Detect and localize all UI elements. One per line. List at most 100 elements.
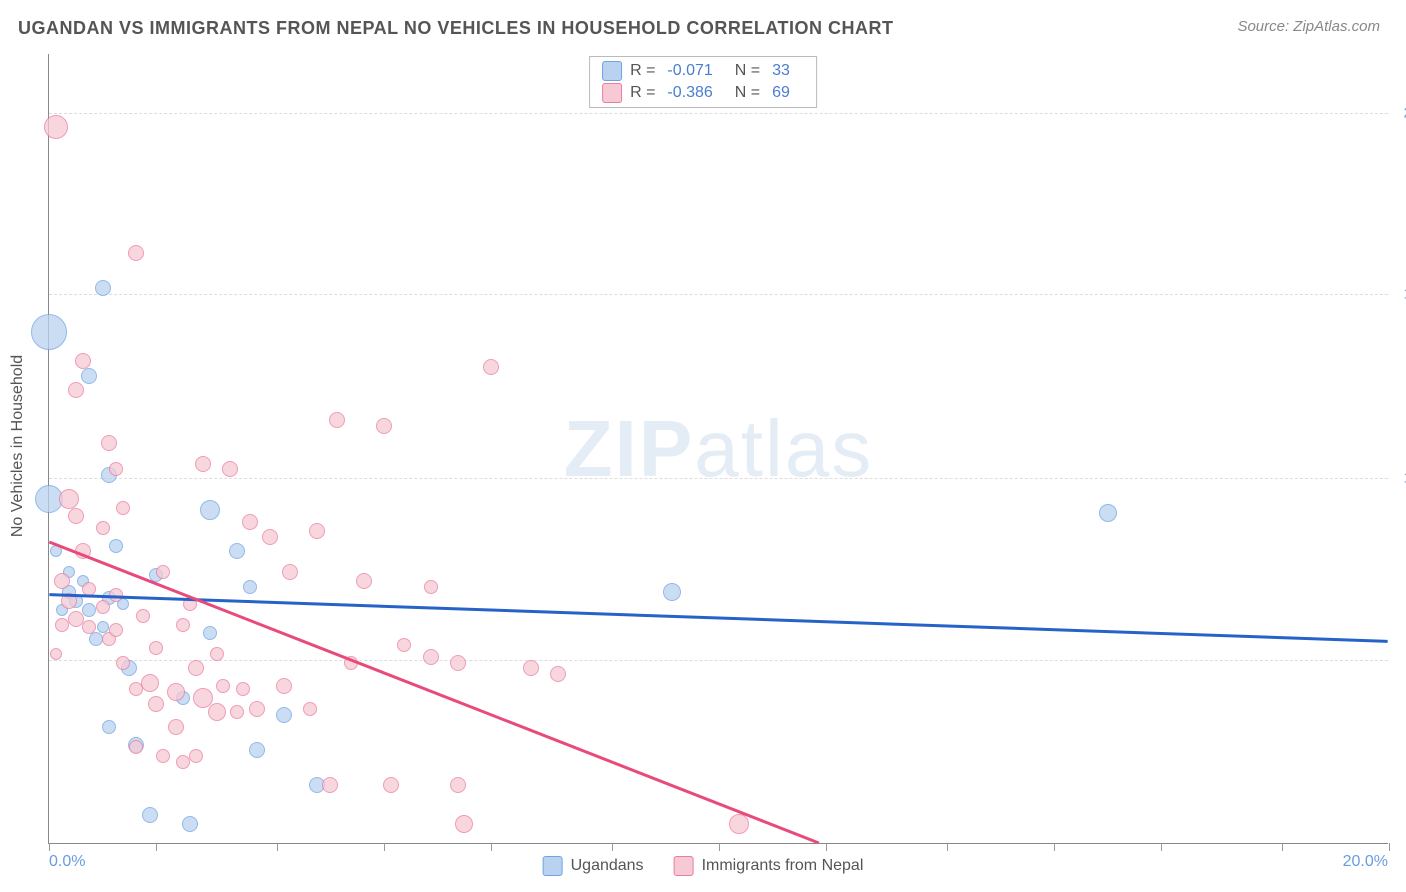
point-nepal <box>109 462 123 476</box>
point-nepal <box>329 412 345 428</box>
point-nepal <box>82 582 96 596</box>
swatch-nepal-icon <box>674 856 694 876</box>
legend-correlation: R = -0.071 N = 33 R = -0.386 N = 69 <box>589 56 817 108</box>
n-label: N = <box>735 62 760 80</box>
point-nepal <box>450 777 466 793</box>
point-nepal <box>61 593 77 609</box>
point-nepal <box>109 623 123 637</box>
point-ugandans <box>142 807 158 823</box>
y-tick-label: 6.3% <box>1392 651 1406 668</box>
x-axis-min-label: 0.0% <box>49 853 85 871</box>
point-nepal <box>55 618 69 632</box>
point-nepal <box>424 580 438 594</box>
x-tick <box>612 843 613 851</box>
point-ugandans <box>82 603 96 617</box>
point-nepal <box>129 740 143 754</box>
point-nepal <box>276 678 292 694</box>
point-nepal <box>423 649 439 665</box>
point-nepal <box>230 705 244 719</box>
x-tick <box>1161 843 1162 851</box>
x-tick <box>277 843 278 851</box>
plot-area: ZIPatlas 0.0% 20.0% 6.3%12.5%18.8%25.0% <box>48 54 1388 844</box>
x-tick <box>1054 843 1055 851</box>
point-nepal <box>116 656 130 670</box>
point-nepal <box>50 648 62 660</box>
point-nepal <box>356 573 372 589</box>
point-nepal <box>216 679 230 693</box>
point-nepal <box>397 638 411 652</box>
y-axis-title: No Vehicles in Household <box>9 355 27 537</box>
point-ugandans <box>663 583 681 601</box>
point-nepal <box>59 489 79 509</box>
point-nepal <box>148 696 164 712</box>
point-ugandans <box>31 314 67 350</box>
point-nepal <box>68 382 84 398</box>
point-nepal <box>303 702 317 716</box>
point-ugandans <box>102 720 116 734</box>
point-nepal <box>195 456 211 472</box>
point-nepal <box>222 461 238 477</box>
n-value-nepal: 69 <box>772 84 790 102</box>
point-nepal <box>550 666 566 682</box>
point-ugandans <box>89 632 103 646</box>
point-nepal <box>376 418 392 434</box>
swatch-nepal <box>602 83 622 103</box>
point-nepal <box>242 514 258 530</box>
x-tick <box>947 843 948 851</box>
point-nepal <box>450 655 466 671</box>
legend-label-nepal: Immigrants from Nepal <box>702 857 864 875</box>
x-tick <box>1282 843 1283 851</box>
point-nepal <box>82 620 96 634</box>
legend-series: Ugandans Immigrants from Nepal <box>543 856 864 876</box>
point-nepal <box>96 600 110 614</box>
trend-lines <box>49 54 1388 843</box>
point-ugandans <box>109 539 123 553</box>
chart-title: UGANDAN VS IMMIGRANTS FROM NEPAL NO VEHI… <box>18 18 894 39</box>
point-nepal <box>176 755 190 769</box>
x-tick <box>384 843 385 851</box>
r-value-ugandans: -0.071 <box>667 62 712 80</box>
point-nepal <box>109 588 123 602</box>
gridline <box>49 478 1388 479</box>
x-tick <box>1389 843 1390 851</box>
point-ugandans <box>1099 504 1117 522</box>
point-nepal <box>75 543 91 559</box>
point-nepal <box>483 359 499 375</box>
point-nepal <box>136 609 150 623</box>
gridline <box>49 113 1388 114</box>
source-attribution: Source: ZipAtlas.com <box>1237 18 1380 35</box>
gridline <box>49 294 1388 295</box>
point-nepal <box>455 815 473 833</box>
x-tick <box>826 843 827 851</box>
swatch-ugandans <box>602 61 622 81</box>
point-ugandans <box>249 742 265 758</box>
point-nepal <box>149 641 163 655</box>
y-tick-label: 12.5% <box>1392 470 1406 487</box>
point-ugandans <box>50 545 62 557</box>
point-nepal <box>262 529 278 545</box>
x-tick <box>156 843 157 851</box>
point-nepal <box>101 435 117 451</box>
gridline <box>49 660 1388 661</box>
point-ugandans <box>95 280 111 296</box>
point-ugandans <box>229 543 245 559</box>
chart-container: UGANDAN VS IMMIGRANTS FROM NEPAL NO VEHI… <box>0 0 1406 892</box>
point-nepal <box>168 719 184 735</box>
point-nepal <box>167 683 185 701</box>
watermark: ZIPatlas <box>564 403 873 495</box>
point-nepal <box>309 523 325 539</box>
point-nepal <box>44 115 68 139</box>
r-value-nepal: -0.386 <box>667 84 712 102</box>
legend-row-nepal: R = -0.386 N = 69 <box>602 83 804 103</box>
point-nepal <box>128 245 144 261</box>
x-tick <box>491 843 492 851</box>
point-nepal <box>183 597 197 611</box>
point-nepal <box>96 521 110 535</box>
legend-label-ugandans: Ugandans <box>571 857 644 875</box>
point-nepal <box>75 353 91 369</box>
x-axis-max-label: 20.0% <box>1343 853 1388 871</box>
r-label: R = <box>630 84 655 102</box>
x-tick <box>719 843 720 851</box>
point-ugandans <box>81 368 97 384</box>
y-tick-label: 18.8% <box>1392 285 1406 302</box>
